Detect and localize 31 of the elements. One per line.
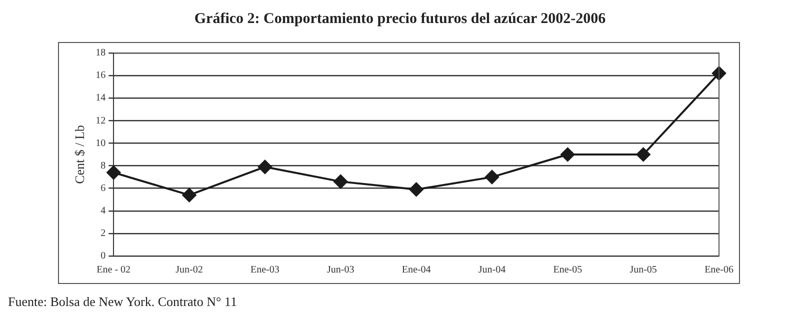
point [712,66,726,80]
point [182,188,196,202]
y-tick-label: 18 [96,48,106,59]
x-tick-label: Ene-06 [704,264,734,276]
y-tick-label: 2 [100,228,106,240]
x-tick-label: Jun-05 [630,264,657,276]
x-tick-label: Ene - 02 [96,264,131,276]
source-note: Fuente: Bolsa de New York. Contrato N° 11 [8,294,238,310]
y-tick-label: 12 [96,115,106,126]
x-tick-label: Jun-02 [176,264,203,276]
point [409,182,424,196]
y-tick-label: 8 [100,160,106,172]
chart-title: Gráfico 2: Comportamiento precio futuros del azúcar 2002-2006 [193,10,607,29]
point [106,166,121,180]
x-tick-label: Ene-05 [553,264,582,276]
y-tick-label: 4 [100,206,106,217]
x-tick-label: Ene-04 [402,264,431,276]
y-tick-label: 14 [96,92,106,104]
point [258,160,272,174]
point [560,148,575,162]
x-tick-label: Jun-03 [327,264,354,276]
point [334,174,348,189]
x-tick-label: Jun-04 [478,264,506,276]
y-tick-label: 6 [100,182,106,194]
y-tick-label: 10 [96,138,106,149]
point [484,170,499,184]
x-tick-label: Ene-03 [250,264,280,276]
y-tick-label: 16 [96,70,106,82]
y-tick-label: 0 [100,250,106,262]
point [636,148,650,162]
y-axis-title: Cent $ / Lb [72,125,88,184]
